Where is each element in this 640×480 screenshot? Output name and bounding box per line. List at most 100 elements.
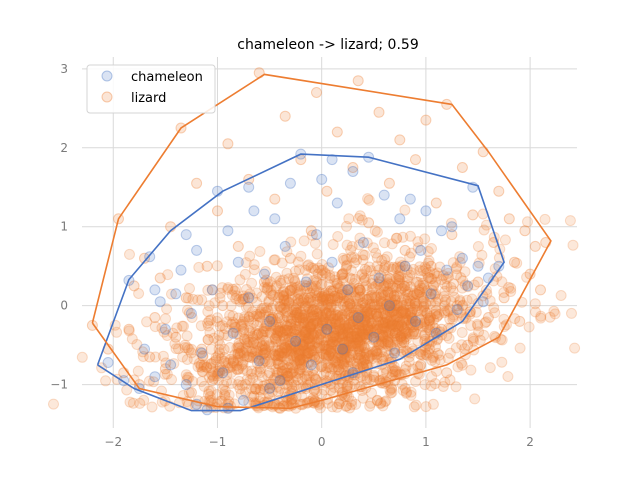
cloud-point [359,342,371,354]
cloud-point [426,273,438,285]
cloud-point [314,306,325,318]
cloud-point [282,325,293,336]
cloud-point [266,313,277,325]
cloud-point [255,384,267,396]
cloud-point [287,366,299,378]
cloud-point [465,364,477,376]
cloud-point [292,368,304,380]
cloud-point [377,281,389,293]
cloud-point [322,262,334,274]
cloud-point [167,327,179,339]
cloud-point [354,304,366,315]
cloud-point [431,267,443,279]
cloud-point [451,269,463,281]
cloud-point [222,357,234,369]
cloud-point [284,339,296,350]
cloud-point [300,330,312,342]
cloud-point [209,297,221,309]
cloud-point [304,312,316,323]
cloud-point [354,284,366,296]
cloud-point [341,336,353,348]
cloud-point [274,325,286,336]
cloud-point [282,362,294,374]
cloud-point [263,311,275,322]
cloud-point [341,294,353,305]
cloud-point [231,360,243,371]
cloud-point [257,344,269,356]
cloud-point [309,351,320,363]
cloud-point [364,307,376,319]
cloud-point [357,297,369,309]
cloud-point [284,284,296,296]
cloud-point [280,295,292,306]
cloud-point [289,276,301,288]
cloud-point [244,336,256,348]
chameleon-point [290,335,302,347]
cloud-point [291,312,303,323]
cloud-point [391,261,403,273]
cloud-point [404,251,416,263]
cloud-point [444,313,456,325]
cloud-point [210,352,222,364]
cloud-point [333,325,345,336]
cloud-point [380,317,391,328]
cloud-point [234,274,246,286]
cloud-point [360,280,372,292]
cloud-point [211,312,223,324]
cloud-point [366,289,378,301]
cloud-point [465,320,477,331]
cloud-point [291,302,302,313]
chart-title: chameleon -> lizard; 0.59 [237,37,418,53]
cloud-point [187,376,199,387]
cloud-point [318,294,330,306]
cloud-point [239,378,251,390]
cloud-point [272,312,284,324]
cloud-point [291,314,303,326]
cloud-point [419,233,431,245]
cloud-point [351,331,363,343]
cloud-point [376,336,388,348]
cloud-point [162,269,174,281]
cloud-point [318,291,330,303]
cloud-point [275,326,287,338]
cloud-point [334,322,346,334]
cloud-point [148,376,159,388]
cloud-point [428,288,439,300]
cloud-point [322,320,334,332]
cloud-point [363,311,375,323]
cloud-point [231,363,243,375]
cloud-point [445,281,457,293]
cloud-point [300,344,312,356]
cloud-point [337,334,348,346]
cloud-point [208,332,220,344]
chameleon-point [477,296,489,308]
cloud-point [260,266,272,277]
cloud-point [236,359,248,371]
cloud-point [261,282,273,294]
cloud-point [317,264,328,276]
cloud-point [367,315,379,327]
lizard-point [154,272,166,284]
cloud-point [286,283,298,295]
cloud-point [371,260,383,272]
cloud-point [302,348,313,360]
cloud-point [285,331,297,343]
cloud-point [359,314,370,326]
cloud-point [366,298,378,310]
cloud-point [237,293,249,305]
cloud-point [195,359,207,371]
chameleon-point [232,256,244,268]
cloud-point [336,309,348,321]
cloud-point [256,303,268,315]
cloud-point [204,327,216,338]
cloud-point [254,391,266,403]
cloud-point [404,269,416,281]
cloud-point [261,318,273,330]
chameleon-point [326,154,338,166]
cloud-point [206,284,218,296]
cloud-point [278,339,290,351]
cloud-point [310,280,322,292]
cloud-point [430,304,442,316]
cloud-point [260,320,272,332]
cloud-point [360,307,372,318]
